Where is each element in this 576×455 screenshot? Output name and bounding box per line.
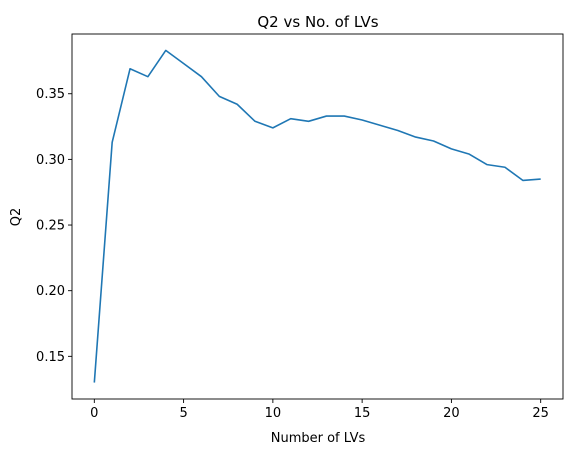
x-tick-label: 20 — [443, 406, 460, 421]
x-axis-label: Number of LVs — [271, 431, 366, 446]
y-tick-label: 0.30 — [36, 153, 65, 168]
y-tick-label: 0.20 — [36, 284, 65, 299]
x-tick-label: 10 — [265, 406, 282, 421]
axes-frame — [71, 33, 564, 400]
x-tick-label: 5 — [179, 406, 187, 421]
plot-area: 0 5 10 15 20 25 0.15 0.20 0.25 0.30 0.35 — [36, 33, 564, 421]
y-axis-label: Q2 — [9, 208, 24, 227]
x-tick-label: 15 — [354, 406, 371, 421]
series-line-0 — [93, 49, 541, 383]
x-tick-label: 25 — [532, 406, 549, 421]
x-tick-label: 0 — [90, 406, 98, 421]
chart-title: Q2 vs No. of LVs — [257, 13, 378, 31]
y-tick-label: 0.25 — [36, 219, 65, 234]
y-tick-label: 0.35 — [36, 87, 65, 102]
y-tick-label: 0.15 — [36, 350, 65, 365]
